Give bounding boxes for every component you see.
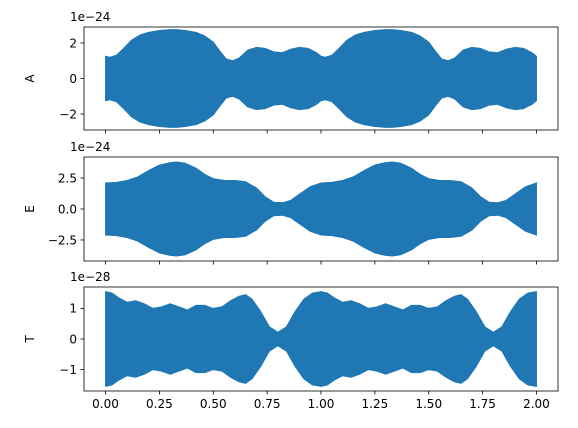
y-tick-label: 1 [69,302,77,316]
panel-e: −2.5 0.0 2.5 E 1e−24 [23,140,559,265]
x-tick-label: 1.00 [308,397,335,411]
y-axis-label: T [23,335,37,344]
signal-envelope [105,161,537,257]
x-tick-label: 2.00 [523,397,550,411]
y-tick-label: 0.0 [58,202,77,216]
panel-t: 0.00 0.25 0.50 0.75 1.00 1.25 1.50 1.75 2.00 −1 0 1… [23,270,559,411]
y-axis-label: E [23,205,37,213]
y-axis-label: A [23,74,37,83]
y-tick-label: 0 [69,332,77,346]
x-tick-label: 1.25 [362,397,389,411]
x-tick-label: 0.00 [92,397,119,411]
offset-text: 1e−24 [70,140,110,154]
offset-text: 1e−24 [70,10,110,24]
signal-envelope [105,29,537,128]
x-tick-label: 0.75 [254,397,281,411]
signal-envelope [105,290,537,388]
y-tick-label: −2.5 [48,233,77,247]
x-tick-label: 0.25 [146,397,173,411]
y-tick-label: 0 [69,72,77,86]
y-tick-label: 2 [69,36,77,50]
offset-text: 1e−28 [70,270,110,284]
x-tick-label: 1.75 [469,397,496,411]
y-tick-label: 2.5 [58,171,77,185]
y-tick-label: −1 [59,363,77,377]
x-tick-label: 1.50 [415,397,442,411]
panel-a: −2 0 2 A 1e−24 [23,10,559,134]
y-tick-label: −2 [59,107,77,121]
x-tick-label: 0.50 [200,397,227,411]
